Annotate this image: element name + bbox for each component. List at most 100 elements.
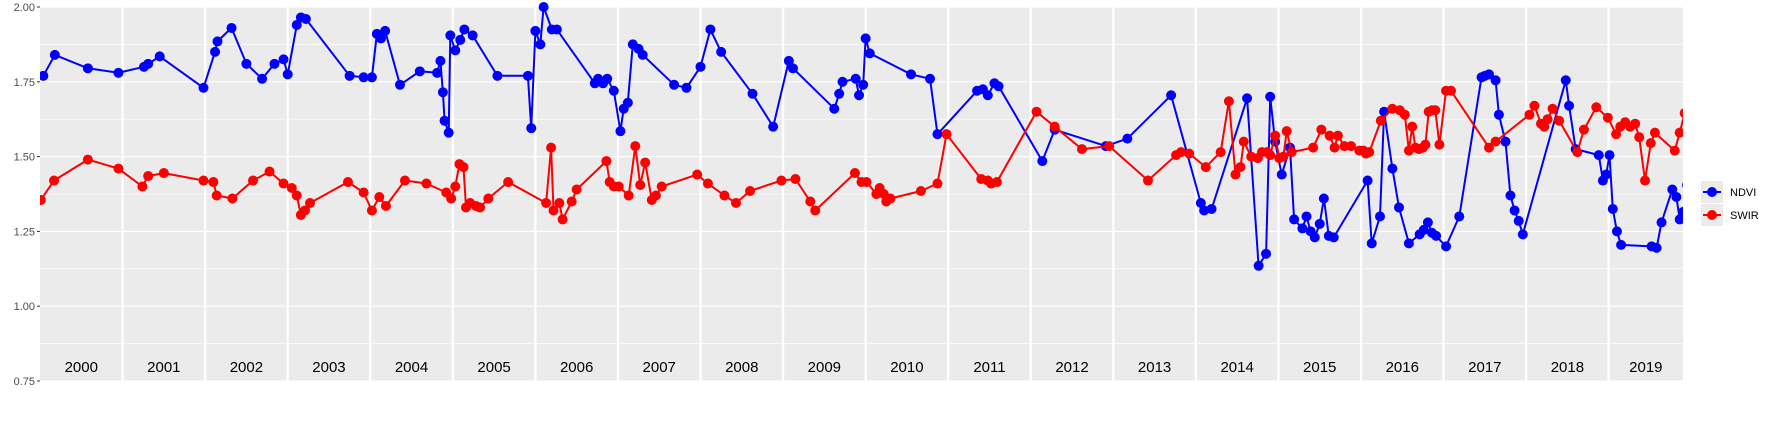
data-point-swir — [1235, 162, 1246, 173]
data-point-ndvi — [1301, 211, 1312, 222]
data-point-swir — [885, 193, 896, 204]
data-point-swir — [1324, 130, 1335, 141]
data-point-ndvi — [705, 24, 716, 35]
data-point-swir — [932, 178, 943, 189]
series-layer — [40, 2, 1742, 271]
data-point-ndvi — [1667, 184, 1678, 195]
data-point-ndvi — [854, 90, 865, 101]
data-point-swir — [342, 177, 353, 188]
data-point-swir — [483, 193, 494, 204]
data-point-ndvi — [602, 73, 613, 84]
data-point-swir — [1387, 103, 1398, 114]
year-label: 2011 — [973, 359, 1005, 376]
year-label: 2005 — [477, 359, 510, 376]
data-point-ndvi — [526, 123, 537, 134]
data-point-swir — [1286, 147, 1297, 158]
data-point-ndvi — [1505, 190, 1516, 201]
data-point-ndvi — [450, 45, 461, 56]
data-point-ndvi — [143, 58, 154, 69]
data-point-ndvi — [1253, 260, 1264, 271]
minor-gridlines — [40, 44, 1683, 344]
data-point-swir — [1539, 121, 1550, 132]
data-point-ndvi — [1513, 215, 1524, 226]
data-point-swir — [566, 196, 577, 207]
data-point-ndvi — [1674, 214, 1683, 225]
data-point-ndvi — [49, 49, 60, 60]
data-point-ndvi — [1593, 150, 1604, 161]
data-point-swir — [1407, 121, 1418, 132]
data-point-swir — [399, 175, 410, 186]
legend-label-ndvi: NDVI — [1730, 187, 1756, 199]
data-point-swir — [1547, 103, 1558, 114]
data-point-swir — [1329, 142, 1340, 153]
data-point-swir — [211, 190, 222, 201]
data-point-ndvi — [1418, 224, 1429, 235]
data-point-swir — [475, 202, 486, 213]
data-point-ndvi — [1732, 74, 1742, 84]
data-point-ndvi — [226, 22, 237, 33]
data-point-ndvi — [269, 58, 280, 69]
series-ndvi — [40, 2, 1742, 271]
year-label: 2016 — [1386, 359, 1419, 376]
data-point-ndvi — [439, 115, 450, 126]
data-point-swir — [1375, 115, 1386, 126]
data-point-swir — [623, 190, 634, 201]
data-point-ndvi — [459, 24, 470, 35]
data-point-ndvi — [1166, 90, 1177, 101]
data-point-swir — [158, 168, 169, 179]
year-label: 2004 — [395, 359, 428, 376]
data-point-swir — [915, 186, 926, 197]
data-point-swir — [1142, 175, 1153, 186]
data-point-ndvi — [1517, 229, 1528, 240]
year-label: 2008 — [725, 359, 758, 376]
year-label: 2006 — [560, 359, 593, 376]
data-point-swir — [1682, 120, 1683, 122]
data-point-ndvi — [1297, 223, 1308, 234]
data-point-swir — [557, 214, 568, 225]
data-point-ndvi — [637, 49, 648, 60]
data-point-swir — [291, 190, 302, 201]
year-label: 2018 — [1551, 359, 1584, 376]
data-point-ndvi — [241, 58, 252, 69]
data-point-ndvi — [443, 127, 454, 138]
data-point-ndvi — [1289, 214, 1300, 225]
data-point-ndvi — [1374, 211, 1385, 222]
data-point-swir — [304, 197, 315, 208]
data-point-swir — [450, 181, 461, 192]
series-swir — [40, 85, 1683, 225]
data-point-swir — [548, 205, 559, 216]
data-point-ndvi — [1276, 169, 1287, 180]
data-point-swir — [719, 190, 730, 201]
data-point-ndvi — [278, 54, 289, 65]
data-point-ndvi — [906, 69, 917, 80]
data-point-ndvi — [1728, 78, 1738, 88]
data-point-swir — [113, 163, 124, 174]
y-axis: 0.75 1.00 1.25 1.50 1.75 2.00 — [14, 2, 40, 388]
data-point-swir — [1346, 141, 1357, 152]
data-point-ndvi — [1616, 239, 1627, 250]
data-point-ndvi — [608, 85, 619, 96]
data-point-ndvi — [1604, 150, 1615, 161]
data-point-ndvi — [669, 79, 680, 90]
data-point-ndvi — [1366, 238, 1377, 249]
data-point-swir — [613, 181, 624, 192]
data-point-ndvi — [445, 30, 456, 41]
data-point-swir — [1278, 151, 1289, 162]
data-point-swir — [1649, 127, 1660, 138]
data-point-swir — [1364, 147, 1375, 158]
data-point-swir — [227, 193, 238, 204]
data-point-ndvi — [1509, 205, 1520, 216]
data-point-ndvi — [1493, 109, 1504, 120]
data-point-ndvi — [414, 66, 425, 77]
data-point-ndvi — [1403, 238, 1414, 249]
data-point-swir — [208, 177, 219, 188]
data-point-ndvi — [1611, 226, 1622, 237]
year-dividers — [121, 7, 1610, 381]
year-label: 2015 — [1303, 359, 1336, 376]
data-point-ndvi — [1656, 217, 1667, 228]
data-point-ndvi — [615, 126, 626, 137]
data-point-swir — [1332, 130, 1343, 141]
data-point-swir — [1238, 136, 1249, 147]
data-point-ndvi — [435, 55, 446, 66]
data-point-swir — [1679, 108, 1683, 118]
